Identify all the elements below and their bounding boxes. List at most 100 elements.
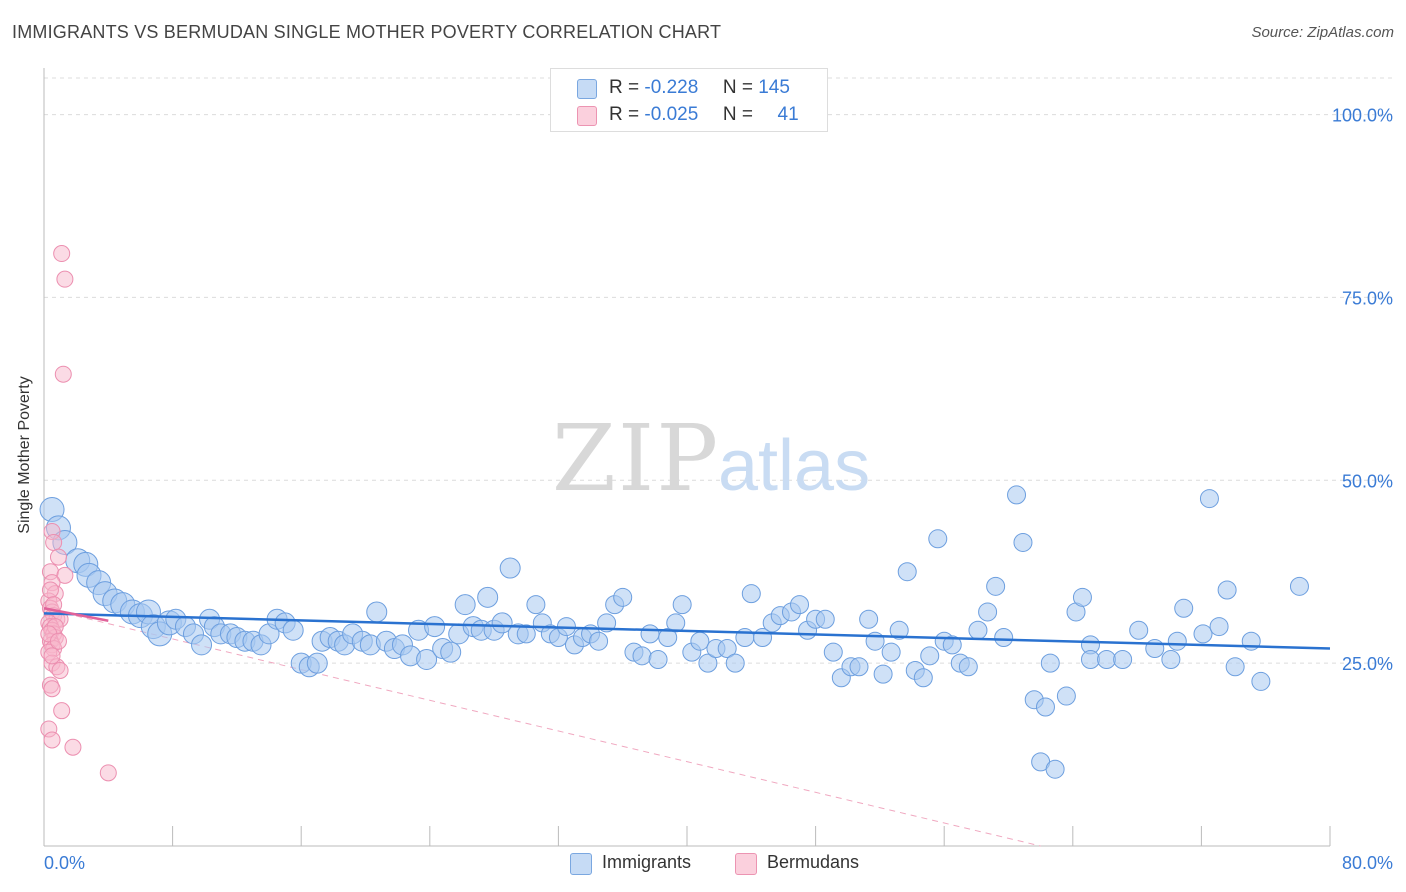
bermudans-point [49, 632, 67, 650]
bermudans-point [53, 245, 71, 263]
immigrants-point [741, 584, 761, 604]
bottom-legend-bermudans: Bermudans [735, 852, 859, 875]
bermudans-point [56, 270, 74, 288]
immigrants-point [282, 619, 304, 641]
tick-labels: 25.0% 50.0% 75.0% 100.0% 0.0% 80.0% [44, 106, 1393, 873]
immigrants-point [1035, 697, 1055, 717]
legend-r-label: R = [609, 104, 640, 125]
immigrants-point [1174, 598, 1194, 618]
immigrants-point [889, 620, 909, 640]
legend-row-immigrants: R = -0.228 N = 145 [577, 77, 790, 99]
bermudans-point [56, 566, 74, 584]
bermudans-point [41, 581, 59, 599]
x-tick-label: 80.0% [1342, 853, 1393, 873]
legend-row-bermudans: R = -0.025 N = 41 [577, 104, 799, 126]
watermark-atlas: atlas [718, 426, 870, 506]
immigrants-point [859, 609, 879, 629]
bermudans-point [54, 365, 72, 383]
immigrants-point [928, 529, 948, 549]
immigrants-point [1167, 631, 1187, 651]
axes [43, 68, 1331, 847]
immigrants-point [1129, 620, 1149, 640]
immigrants-point [306, 652, 328, 674]
y-tick-label: 50.0% [1342, 471, 1393, 491]
bermudans-point [43, 647, 61, 665]
immigrants-point [994, 628, 1014, 648]
legend: R = -0.228 N = 145 R = -0.025 N = 41 [550, 68, 828, 132]
immigrants-point [1045, 759, 1065, 779]
immigrants-point [920, 646, 940, 666]
immigrants-point [440, 641, 462, 663]
immigrants-point [1145, 639, 1165, 659]
legend-n-value: 145 [758, 77, 790, 98]
bermudans-point [64, 738, 82, 756]
immigrants-point [454, 594, 476, 616]
bermudans-point [51, 661, 69, 679]
immigrants-point [1040, 653, 1060, 673]
immigrants-point [1289, 576, 1309, 596]
grid-lines [44, 77, 1392, 664]
immigrants-point [725, 653, 745, 673]
immigrants-point [913, 668, 933, 688]
bottom-legend-immigrants: Immigrants [570, 852, 691, 875]
immigrants-point [1056, 686, 1076, 706]
immigrants-point [477, 586, 499, 608]
immigrants-point [366, 601, 388, 623]
immigrants-point [589, 631, 609, 651]
immigrants-point [1007, 485, 1027, 505]
immigrants-point [897, 562, 917, 582]
bermudans-point [45, 533, 63, 551]
immigrants-point [499, 557, 521, 579]
immigrants-point [526, 595, 546, 615]
immigrants-point [978, 602, 998, 622]
immigrants-point [823, 642, 843, 662]
immigrants-point [1209, 617, 1229, 637]
immigrants-point [516, 624, 536, 644]
immigrants-point [424, 616, 446, 638]
immigrants-point [873, 664, 893, 684]
bottom-legend-label-immigrants: Immigrants [602, 852, 692, 872]
immigrants-point [958, 657, 978, 677]
x-tick-label: 0.0% [44, 853, 85, 873]
immigrants-point [698, 653, 718, 673]
immigrants-point [1199, 489, 1219, 509]
immigrants-point [986, 576, 1006, 596]
legend-swatch-bermudans [577, 106, 597, 126]
y-axis-label: Single Mother Poverty [16, 376, 33, 534]
legend-r-value: -0.228 [644, 77, 699, 98]
immigrants-point [1072, 587, 1092, 607]
chart-title: IMMIGRANTS VS BERMUDAN SINGLE MOTHER POV… [12, 22, 722, 42]
bottom-legend-label-bermudans: Bermudans [767, 852, 860, 872]
immigrants-point [690, 631, 710, 651]
immigrants-point [658, 628, 678, 648]
immigrants-point [1097, 649, 1117, 669]
bermudans-point [43, 680, 61, 698]
immigrants-points [39, 485, 1309, 779]
immigrants-point [666, 613, 686, 633]
immigrants-point [1080, 649, 1100, 669]
immigrants-trendline [43, 612, 1331, 650]
immigrants-point [491, 612, 513, 634]
immigrants-point [416, 648, 438, 670]
legend-n-label: N = [722, 77, 753, 98]
legend-n-value: 41 [777, 104, 799, 125]
immigrants-point [632, 646, 652, 666]
immigrants-point [640, 624, 660, 644]
bottom-legend-swatch-immigrants [570, 853, 592, 875]
y-tick-label: 25.0% [1342, 654, 1393, 674]
immigrants-point [881, 642, 901, 662]
immigrants-point [968, 620, 988, 640]
bermudans-point [99, 764, 117, 782]
bottom-legend-swatch-bermudans [735, 853, 757, 875]
immigrants-point [613, 587, 633, 607]
immigrants-point [790, 595, 810, 615]
legend-swatch-immigrants [577, 79, 597, 99]
legend-n-label: N = [722, 104, 753, 125]
immigrants-point [1217, 580, 1237, 600]
legend-r-value: -0.025 [644, 104, 699, 125]
immigrants-point [815, 609, 835, 629]
immigrants-point [942, 635, 962, 655]
bermudans-point [43, 731, 61, 749]
immigrants-point [191, 634, 213, 656]
immigrants-point [1013, 532, 1033, 552]
